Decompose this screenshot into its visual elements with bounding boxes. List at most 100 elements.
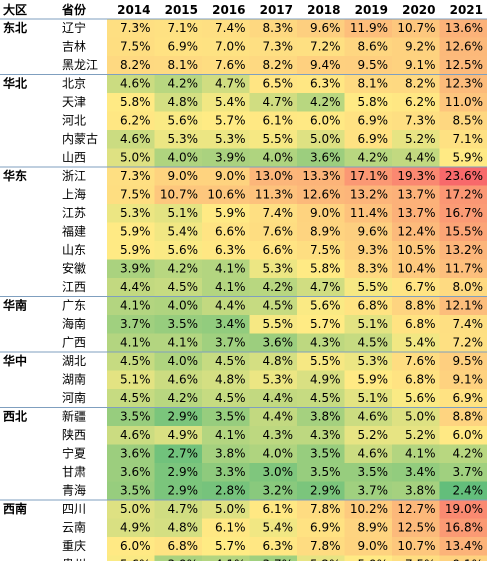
heat-cell	[344, 74, 393, 94]
heat-cell	[344, 500, 393, 519]
cell-value: 4.8%	[215, 373, 246, 387]
heat-cell	[392, 481, 440, 501]
heat-cell	[297, 426, 345, 445]
cell-value: 5.6%	[168, 243, 199, 257]
heat-cell	[202, 426, 250, 445]
year-header-2016: 2016	[212, 3, 245, 17]
cell-value: 4.0%	[168, 299, 199, 313]
heat-cell	[297, 241, 345, 260]
heat-cell	[202, 537, 250, 556]
province-label: 云南	[62, 520, 86, 535]
heat-cell	[344, 537, 393, 556]
heat-cell	[439, 500, 487, 519]
heat-cell	[344, 444, 393, 464]
heat-cell	[344, 19, 393, 38]
province-label: 湖南	[62, 372, 86, 387]
cell-value: 4.6%	[120, 77, 151, 91]
province-label: 陕西	[62, 427, 86, 442]
cell-value: 5.0%	[310, 132, 341, 146]
heat-cell	[392, 407, 440, 427]
cell-value: 5.9%	[120, 243, 151, 257]
cell-value: 2.9%	[168, 484, 199, 498]
cell-value: 3.5%	[120, 410, 151, 424]
cell-value: 5.9%	[215, 206, 246, 220]
cell-value: 6.2%	[405, 95, 436, 109]
heat-cell	[107, 481, 155, 501]
province-label: 江苏	[62, 206, 86, 220]
heat-cell	[154, 259, 203, 279]
cell-value: 10.2%	[350, 502, 388, 516]
heat-cell	[249, 111, 298, 131]
cell-value: 7.4%	[215, 21, 246, 35]
heat-cell	[439, 111, 487, 131]
heat-cell	[202, 204, 250, 223]
heat-cell	[202, 278, 250, 297]
heat-cell	[439, 148, 487, 168]
province-label: 安徽	[62, 261, 86, 276]
heat-cell	[154, 19, 203, 38]
cell-value: 10.7%	[160, 188, 198, 202]
heat-cell	[439, 463, 487, 482]
heat-cell	[392, 185, 440, 205]
province-label: 广东	[62, 299, 86, 313]
heat-cell	[297, 222, 345, 242]
cell-value: 3.7%	[120, 317, 151, 331]
heat-cell	[154, 463, 203, 482]
region-label: 华中	[3, 353, 27, 368]
cell-value: 7.3%	[120, 169, 151, 183]
cell-value: 3.5%	[120, 484, 151, 498]
cell-value: 9.0%	[215, 169, 246, 183]
province-label: 浙江	[62, 169, 86, 183]
cell-value: 2.4%	[453, 484, 484, 498]
cell-value: 4.5%	[263, 299, 294, 313]
year-header-2020: 2020	[402, 3, 435, 17]
cell-value: 19.0%	[445, 502, 483, 516]
heat-cell	[439, 222, 487, 242]
heat-cell	[249, 296, 298, 316]
province-label: 宁夏	[62, 446, 86, 461]
cell-value: 4.6%	[168, 373, 199, 387]
heat-cell	[202, 481, 250, 501]
province-label: 内蒙古	[62, 131, 98, 146]
heat-cell	[249, 241, 298, 260]
cell-value: 16.8%	[445, 521, 483, 535]
heat-cell	[344, 130, 393, 149]
cell-value: 5.9%	[120, 225, 151, 239]
heat-cell	[392, 500, 440, 519]
heat-cell	[344, 148, 393, 168]
heat-cell	[392, 389, 440, 408]
cell-value: 6.8%	[168, 539, 199, 553]
heat-cell	[344, 278, 393, 297]
cell-value: 12.4%	[397, 225, 435, 239]
cell-value: 19.3%	[397, 169, 435, 183]
cell-value: 5.0%	[120, 502, 151, 516]
cell-value: 5.6%	[168, 114, 199, 128]
province-label: 四川	[62, 502, 86, 516]
cell-value: 4.1%	[120, 336, 151, 350]
cell-value: 8.8%	[453, 410, 484, 424]
cell-value: 5.2%	[405, 132, 436, 146]
cell-value: 9.4%	[310, 58, 341, 72]
heat-cell	[202, 74, 250, 94]
cell-value: 8.9%	[358, 521, 389, 535]
cell-value: 3.9%	[168, 558, 199, 561]
cell-value: 3.4%	[215, 317, 246, 331]
province-label: 山东	[62, 243, 86, 257]
heat-cell	[439, 56, 487, 75]
cell-value: 17.1%	[350, 169, 388, 183]
cell-value: 5.5%	[263, 317, 294, 331]
heat-cell	[107, 518, 155, 538]
cell-value: 8.3%	[263, 21, 294, 35]
cell-value: 5.6%	[405, 391, 436, 405]
heat-cell	[392, 148, 440, 168]
cell-value: 5.9%	[358, 558, 389, 561]
heat-cell	[202, 352, 250, 371]
cell-value: 10.6%	[207, 188, 245, 202]
heat-cell	[202, 167, 250, 186]
cell-value: 3.7%	[453, 465, 484, 479]
header-province: 省份	[61, 2, 87, 17]
cell-value: 4.4%	[263, 391, 294, 405]
cell-value: 16.7%	[445, 206, 483, 220]
province-label: 辽宁	[62, 20, 86, 35]
cell-value: 11.3%	[255, 188, 293, 202]
